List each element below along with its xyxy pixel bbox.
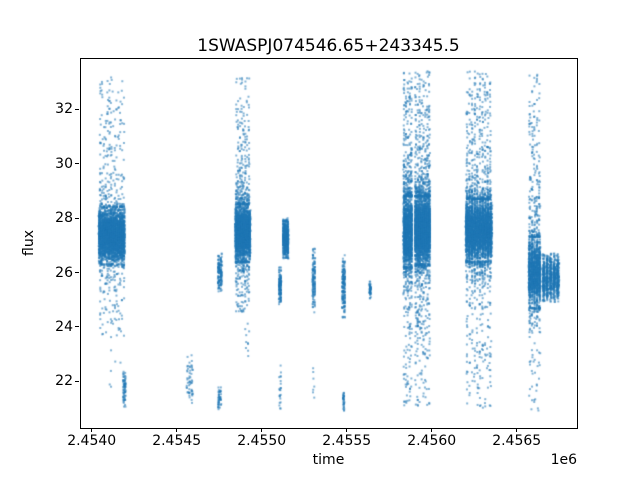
x-tick-mark — [516, 428, 518, 432]
y-tick-mark — [75, 217, 79, 219]
x-tick-label: 2.4550 — [237, 433, 287, 449]
x-tick-mark — [346, 428, 348, 432]
x-tick-mark — [176, 428, 178, 432]
y-tick-label: 32 — [55, 101, 73, 118]
x-tick-label: 2.4560 — [407, 433, 457, 449]
y-tick-label: 26 — [55, 264, 73, 281]
x-axis-offset-label: 1e6 — [550, 452, 577, 468]
y-tick-mark — [75, 272, 79, 273]
chart-title: 1SWASPJ074546.65+243345.5 — [197, 36, 460, 56]
x-tick-label: 2.4545 — [152, 433, 202, 449]
x-tick-label: 2.4540 — [67, 433, 117, 449]
x-tick-label: 2.4565 — [492, 433, 542, 449]
plot-area — [80, 58, 577, 427]
y-tick-mark — [75, 108, 79, 110]
y-tick-label: 24 — [55, 318, 73, 335]
x-tick-label: 2.4555 — [322, 433, 372, 449]
x-tick-mark — [431, 428, 433, 432]
y-axis-label: flux — [21, 230, 37, 256]
y-tick-label: 28 — [55, 210, 73, 227]
x-tick-mark — [261, 428, 263, 432]
y-tick-label: 22 — [55, 373, 73, 390]
y-tick-label: 30 — [55, 155, 73, 172]
x-tick-mark — [91, 428, 93, 432]
y-tick-mark — [75, 163, 79, 165]
y-tick-mark — [75, 380, 79, 382]
x-axis-label: time — [312, 452, 345, 468]
y-tick-mark — [75, 326, 79, 328]
